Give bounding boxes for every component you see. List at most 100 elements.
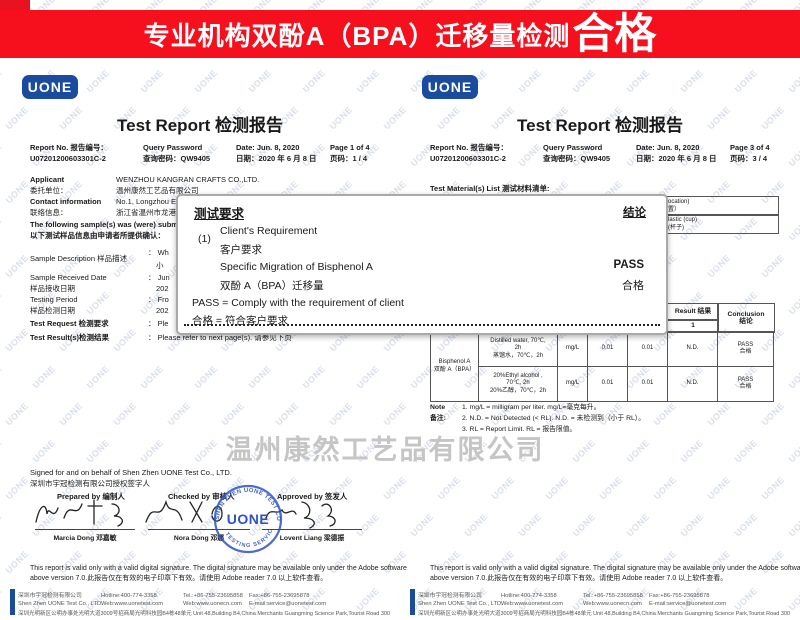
conclusion-cell: PASS 合格 <box>717 366 774 402</box>
report-title-left: Test Report 检测报告 <box>117 116 283 135</box>
substance-cn: 双酚 A（BPA） <box>433 366 476 373</box>
report-no-value-right: U07201200603301C-2 <box>430 154 506 163</box>
prepared-signature-icon <box>35 499 123 527</box>
unit-cell: mg/L <box>557 366 588 402</box>
approved-signature-icon <box>265 501 336 529</box>
approved-by-label: Approved by 签发人 <box>277 492 348 501</box>
stamp-center-text: UONE <box>227 511 269 527</box>
date-value-right: 日期：2020 年 6 月 8 日 <box>636 154 717 163</box>
contact-value-cn: 浙江省温州市龙港 <box>116 208 176 217</box>
footer-tel-right: Tel.:+86-755-23695858 <box>583 593 643 599</box>
banner-result-text: 合格 <box>572 10 657 57</box>
footer-company-cn-right: 深圳市宇冠检测有限公司 <box>418 593 482 599</box>
query-password-label-right: Query Password <box>543 143 603 152</box>
page-number-cn-right: 页码：3 / 4 <box>730 154 768 163</box>
report-title-right: Test Report 检测报告 <box>517 116 683 135</box>
applicant-label-cn: 委托单位： <box>30 186 68 195</box>
page-number-cn-left: 页码：1 / 4 <box>330 154 368 163</box>
company-watermark: 温州康然工艺品有限公司 <box>225 435 545 465</box>
condition-line2: 70℃, 2h <box>506 380 530 387</box>
material-list-label: Test Material(s) List 测试材料清单: <box>430 184 550 193</box>
prepared-by-label: Prepared by 编制人 <box>57 492 125 501</box>
footer-hotline-right: Hotline:400-774-3358 <box>501 593 557 599</box>
overlay-pass-cn: 合格 <box>622 280 644 292</box>
rl-cell: 0.01 <box>587 331 628 367</box>
footer-fax-left: Fax:+86-755-23695878 <box>249 593 310 599</box>
top-left-red-corner <box>0 0 30 10</box>
disclaimer-line2-right: above version 7.0.此报告仅在有效的电子印章下有效。请使用 Ad… <box>430 575 728 582</box>
conclusion-header-en: Conclusion <box>727 310 765 318</box>
table-row: 20%Ethyl alcohol , 70℃, 2h 20%乙醇，70℃，2h … <box>431 366 774 402</box>
sample-received-value: ： Jun <box>148 273 170 282</box>
overlay-dotted-divider <box>184 324 660 326</box>
query-password-value: 查询密码：QW9405 <box>143 154 211 163</box>
pass-cn: 合格 <box>739 384 752 390</box>
condition-line1: Distilled water, 70℃, <box>490 337 546 344</box>
material-fragment-row1: ocation) 置） <box>664 196 779 216</box>
sample-description-value: ： Wh <box>148 248 169 257</box>
testing-period-value2: 202 <box>156 306 169 315</box>
sample-description-label: Sample Description 样品描述 <box>30 254 128 263</box>
footer-address-left: 深圳光明新区公明办事处光明大道3009号招商局光明科技园B4栋48单元 Unit… <box>18 611 390 617</box>
report-no-label-right: Report No. 报告编号： <box>430 143 508 152</box>
pass-en: PASS <box>737 341 754 348</box>
banner-text: 专业机构双酚A（BPA）迁移量检测 <box>143 20 571 51</box>
approved-name: Lovent Liang 梁德振 <box>279 535 345 542</box>
company-stamp-icon: SHEN ZHEN UONE TEST CO., LTD TESTING SER… <box>209 483 283 554</box>
substance-en: Bisphenol A <box>438 359 471 365</box>
condition-line1: 20%Ethyl alcohol , <box>493 372 543 379</box>
sample-received-label: Sample Received Date <box>30 273 107 282</box>
disclaimer-line1-right: This report is valid only with a valid d… <box>430 565 800 572</box>
testing-period-label-cn: 样品检测日期 <box>30 306 75 315</box>
note-item-1: 1. mg/L = milligram per liter. mg/L=毫克每升… <box>462 404 601 411</box>
date-label: Date: Jun. 8, 2020 <box>236 143 300 152</box>
prepared-name: Marcia Dong 邓嘉敏 <box>53 535 117 542</box>
disclaimer-line1-left: This report is valid only with a valid d… <box>30 565 407 572</box>
page-number-right: Page 3 of 4 <box>730 143 770 152</box>
applicant-label: Applicant <box>30 175 65 184</box>
submitted-note-cn: 以下测试样品信息由申请者所提供确认： <box>30 231 165 240</box>
overlay-item-cn: 双酚 A（BPA）迁移量 <box>220 280 324 292</box>
test-result-label: Test Result(s)检测结果 <box>30 333 110 342</box>
query-password-label: Query Password <box>143 143 203 152</box>
mdl-cell: 0.01 <box>627 366 668 402</box>
sample-received-label-cn: 样品接收日期 <box>30 284 75 293</box>
footer-accent-bar-left <box>10 589 15 615</box>
footer-web2-right: Web:www.uonecn.com <box>583 601 642 607</box>
prepared-signature-line <box>35 529 135 530</box>
page-number-left: Page 1 of 4 <box>330 143 370 152</box>
checked-signature-icon <box>145 499 223 523</box>
testing-period-label: Testing Period <box>30 295 78 304</box>
sample-description-value2: 小 <box>156 261 164 270</box>
unit-cell: mg/L <box>557 331 588 367</box>
mdl-cell: 0.01 <box>627 331 668 367</box>
footer-company-en-left: Shen Zhen UONE Test Co., LTD. <box>18 601 103 607</box>
uone-logo-right: UONE <box>422 75 478 99</box>
overlay-conclusion-label: 结论 <box>623 207 646 219</box>
footer-fax-right: Fax:+86-755-23695878 <box>649 593 710 599</box>
material-fragment-row2-en: lastic (cup) <box>668 217 698 223</box>
checked-name: Nora Dong 邓娜 <box>173 535 225 542</box>
overlay-index: (1) <box>198 233 211 245</box>
footer-web2-left: Web:www.uonecn.com <box>183 601 242 607</box>
test-request-label: Test Request 检测要求 <box>30 319 109 328</box>
note-label-en: Note <box>430 404 446 411</box>
applicant-value: WENZHOU KANGRAN CRAFTS CO.,LTD. <box>116 175 260 184</box>
table-row: Bisphenol A 双酚 A（BPA） Distilled water, 7… <box>430 331 774 402</box>
result-cell: N.D. <box>667 331 718 367</box>
note-label-cn: 备注: <box>430 415 446 422</box>
testing-period-value: ： Fro <box>148 295 169 304</box>
report-no-value: U07201200603301C-2 <box>30 154 106 163</box>
applicant-value-cn: 温州康然工艺品有限公司 <box>116 186 199 195</box>
signed-for-line: Signed for and on behalf of Shen Zhen UO… <box>30 468 232 477</box>
results-table: Bisphenol A 双酚 A（BPA） Distilled water, 7… <box>430 331 774 402</box>
overlay-requirement-cn: 客户要求 <box>220 244 262 256</box>
note-item-3: 3. RL = Report Limit. RL = 报告限值。 <box>462 426 577 433</box>
test-requirement-overlay: 测试要求 结论 (1) Client's Requirement 客户要求 Sp… <box>176 194 668 335</box>
rl-cell: 0.01 <box>587 366 628 402</box>
material-fragment-row1-en: ocation) <box>668 199 690 205</box>
footer-web1-left: Web:www.uonetest.com <box>101 601 164 607</box>
footer-web1-right: Web:www.uonetest.com <box>501 601 564 607</box>
overlay-legend-en: PASS = Comply with the requirement of cl… <box>192 297 404 309</box>
test-request-value: ： Ple <box>148 319 169 328</box>
